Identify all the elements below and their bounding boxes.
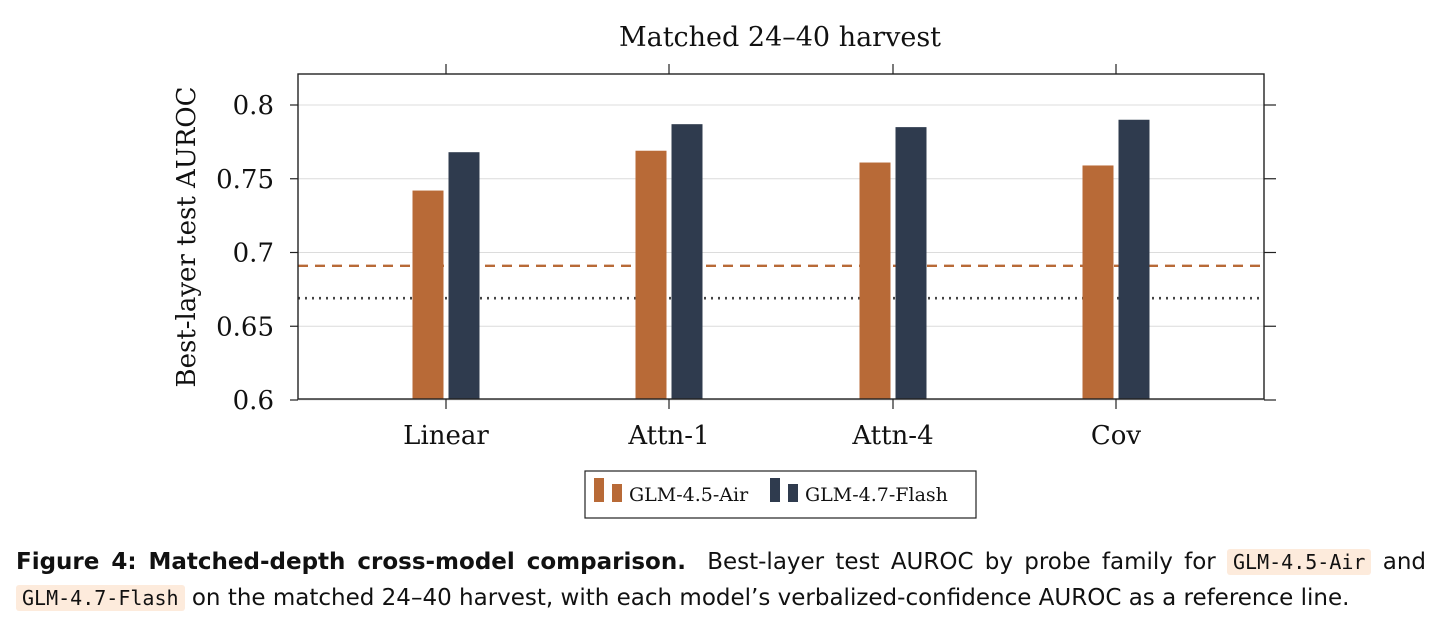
x-tick-label: Attn-1 bbox=[627, 421, 709, 451]
chart: Matched 24–40 harvest Best-layer test AU… bbox=[172, 22, 1276, 519]
bars bbox=[412, 119, 1150, 400]
legend-label-flash: GLM-4.7-Flash bbox=[805, 484, 948, 506]
y-axis-label: Best-layer test AUROC bbox=[172, 86, 202, 387]
legend-swatch-flash-2 bbox=[788, 484, 798, 502]
y-tick-label: 0.75 bbox=[216, 165, 274, 195]
legend-box bbox=[584, 470, 977, 519]
y-tick-label: 0.8 bbox=[233, 91, 274, 121]
tick-labels: 0.6 0.65 0.7 0.75 0.8 Linear Attn-1 Attn-4 Cov bbox=[216, 91, 1141, 451]
caption-text-1: Best-layer test AUROC by probe family fo… bbox=[707, 549, 1216, 575]
bar-glm-4-7-flash-attn-1 bbox=[671, 124, 703, 400]
bar-glm-4-7-flash-cov bbox=[1118, 119, 1150, 399]
caption-text-2: and bbox=[1382, 549, 1427, 575]
bar-glm-4-5-air-attn-1 bbox=[635, 150, 667, 399]
bar-glm-4-7-flash-attn-4 bbox=[895, 127, 927, 399]
y-tick-label: 0.7 bbox=[233, 239, 274, 269]
x-tick-label: Linear bbox=[403, 421, 489, 451]
caption-label: Figure 4: Matched-depth cross-model comp… bbox=[16, 549, 686, 575]
bar-glm-4-5-air-cov bbox=[1082, 165, 1114, 399]
legend-swatch-air-1 bbox=[594, 478, 604, 502]
legend: GLM-4.5-Air GLM-4.7-Flash bbox=[584, 470, 977, 519]
figure-caption: Figure 4: Matched-depth cross-model comp… bbox=[16, 544, 1426, 616]
chart-title: Matched 24–40 harvest bbox=[619, 22, 941, 53]
bar-glm-4-5-air-linear bbox=[412, 190, 444, 399]
legend-swatch-air-2 bbox=[612, 484, 622, 502]
y-tick-label: 0.6 bbox=[233, 386, 274, 416]
legend-swatch-flash-1 bbox=[770, 478, 780, 502]
plot-frame bbox=[297, 73, 1265, 400]
x-tick-label: Cov bbox=[1091, 421, 1142, 451]
bar-glm-4-5-air-attn-4 bbox=[859, 162, 891, 399]
caption-model-flash: GLM-4.7-Flash bbox=[16, 585, 185, 611]
caption-model-air: GLM-4.5-Air bbox=[1227, 549, 1372, 575]
legend-label-air: GLM-4.5-Air bbox=[629, 484, 749, 506]
x-tick-label: Attn-4 bbox=[851, 421, 933, 451]
caption-text-3: on the matched 24–40 harvest, with each … bbox=[191, 585, 1350, 611]
bar-glm-4-7-flash-linear bbox=[448, 152, 480, 399]
ticks bbox=[290, 64, 1276, 409]
y-tick-label: 0.65 bbox=[216, 312, 274, 342]
